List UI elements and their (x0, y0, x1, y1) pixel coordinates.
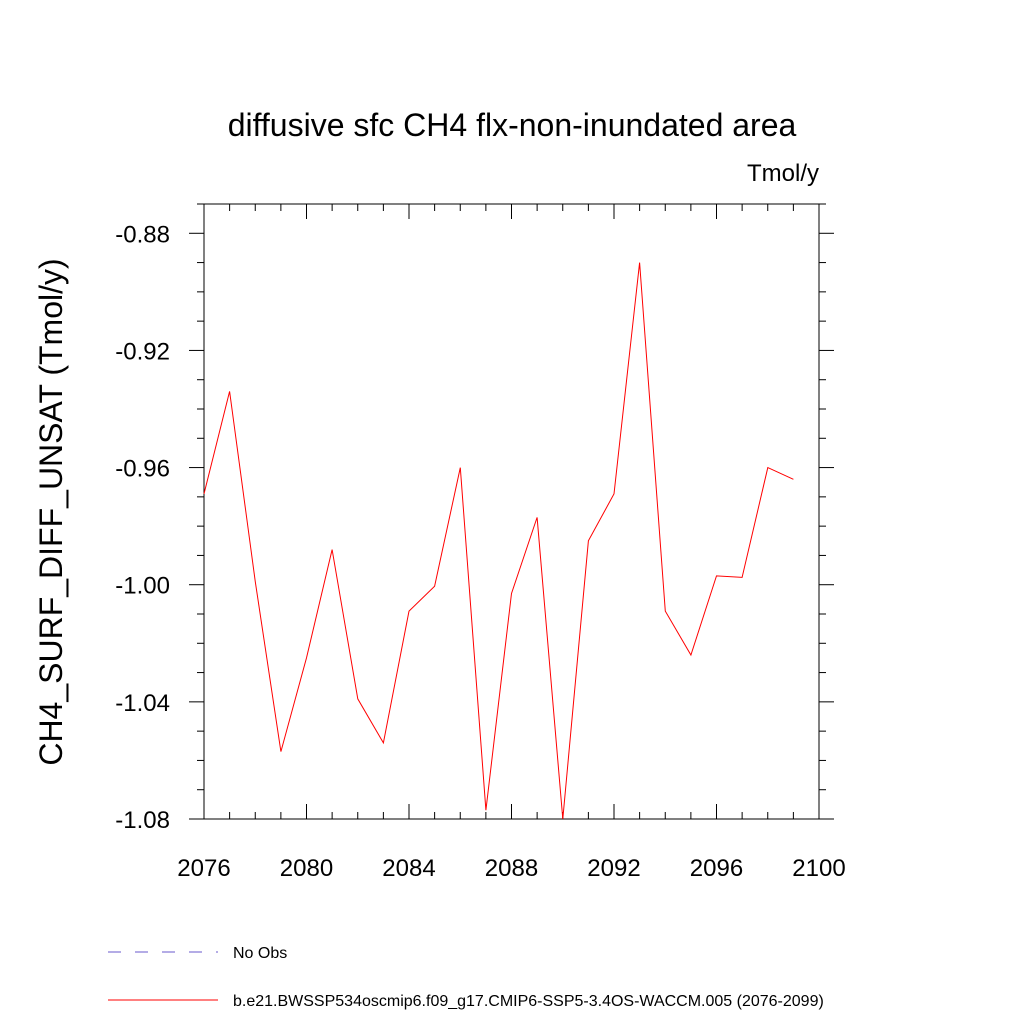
y-tick-label: -0.96 (115, 456, 170, 483)
plot-frame (203, 203, 820, 820)
series-group (203, 262, 794, 820)
legend: No Obs b.e21.BWSSP534oscmip6.f09_g17.CMI… (108, 945, 824, 1010)
legend-label-no-obs: No Obs (233, 945, 287, 962)
y-tick-label: -1.00 (115, 573, 170, 600)
series-line (203, 262, 794, 820)
x-tick-label: 2088 (485, 855, 538, 882)
x-tick-labels: 2076 2080 2084 2088 2092 2096 2100 (177, 855, 845, 882)
legend-label-model: b.e21.BWSSP534oscmip6.f09_g17.CMIP6-SSP5… (233, 993, 824, 1010)
x-tick-label: 2080 (280, 855, 333, 882)
axis-ticks (189, 203, 834, 820)
x-tick-label: 2096 (690, 855, 743, 882)
y-tick-label: -1.08 (115, 807, 170, 834)
y-tick-labels: -0.88 -0.92 -0.96 -1.00 -1.04 -1.08 (115, 221, 170, 834)
y-axis-label: CH4_SURF_DIFF_UNSAT (Tmol/y) (33, 258, 69, 765)
x-tick-label: 2084 (382, 855, 435, 882)
chart-title: diffusive sfc CH4 flx-non-inundated area (228, 107, 797, 143)
x-tick-label: 2100 (792, 855, 845, 882)
x-tick-label: 2076 (177, 855, 230, 882)
units-label: Tmol/y (747, 160, 819, 187)
y-tick-label: -0.92 (115, 338, 170, 365)
x-tick-label: 2092 (587, 855, 640, 882)
y-tick-label: -1.04 (115, 690, 170, 717)
y-tick-label: -0.88 (115, 221, 170, 248)
